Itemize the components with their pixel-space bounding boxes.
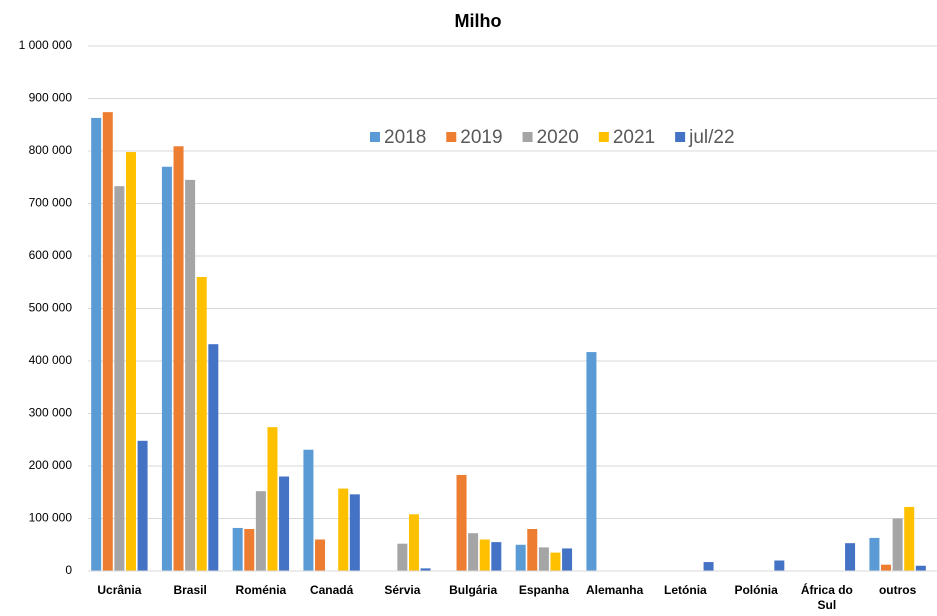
bar <box>892 518 903 571</box>
y-tick-label: 600 000 <box>29 248 73 262</box>
bar <box>845 543 856 571</box>
x-tick-label: Espanha <box>518 583 569 597</box>
bar <box>114 186 125 572</box>
legend-swatch <box>370 132 380 142</box>
y-tick-label: 400 000 <box>29 353 73 367</box>
legend-label: 2018 <box>384 127 426 148</box>
bar <box>232 527 243 571</box>
legend-label: jul/22 <box>688 127 734 148</box>
y-tick-label: 500 000 <box>29 301 73 315</box>
y-tick-label: 100 000 <box>29 511 73 525</box>
bar <box>881 564 892 571</box>
x-tick-label: Letónia <box>664 583 707 597</box>
bar <box>267 427 278 571</box>
bar <box>408 514 419 571</box>
bar <box>456 474 467 571</box>
bar <box>196 277 207 571</box>
y-tick-label: 1 000 000 <box>19 38 73 52</box>
legend-label: 2021 <box>613 127 655 148</box>
bar <box>173 146 184 571</box>
x-tick-label: Roménia <box>235 583 287 597</box>
bar <box>586 352 597 571</box>
x-tick-label: outros <box>878 583 917 597</box>
bar <box>491 542 502 571</box>
legend-swatch <box>675 132 686 142</box>
bar <box>255 491 266 571</box>
bar <box>527 529 538 571</box>
bar <box>208 344 219 571</box>
bar <box>703 562 714 571</box>
bar <box>315 539 326 571</box>
y-tick-label: 300 000 <box>29 406 73 420</box>
x-tick-label: Alemanha <box>585 583 644 597</box>
bar <box>515 544 526 571</box>
bar <box>420 568 431 571</box>
x-tick-label: Sérvia <box>384 583 421 597</box>
legend-label: 2020 <box>537 127 579 148</box>
y-tick-label: 800 000 <box>29 143 73 157</box>
bar <box>538 547 549 571</box>
bar <box>185 179 196 571</box>
legend-swatch <box>598 132 609 142</box>
bar <box>244 529 255 571</box>
y-tick-label: 200 000 <box>29 458 73 472</box>
bar <box>562 548 573 571</box>
x-tick-label: Brasil <box>173 583 207 597</box>
bar <box>479 539 490 571</box>
bar <box>397 543 408 571</box>
bar <box>468 533 479 571</box>
bar <box>869 537 880 571</box>
x-tick-label: África do Sul <box>800 583 853 612</box>
x-tick-label: Canadá <box>309 583 354 597</box>
bar <box>137 440 148 571</box>
bar <box>102 112 113 572</box>
bar <box>161 166 172 571</box>
bar <box>279 476 290 571</box>
bar <box>915 565 926 571</box>
y-tick-label: 0 <box>65 563 72 577</box>
bar <box>550 552 561 571</box>
legend-swatch <box>522 132 533 142</box>
legend-label: 2019 <box>460 127 502 148</box>
bar <box>91 117 102 572</box>
bar <box>904 506 915 571</box>
bar <box>125 152 136 572</box>
y-tick-label: 700 000 <box>29 196 73 210</box>
bar <box>303 449 314 571</box>
legend-swatch <box>446 132 457 142</box>
x-tick-label: Ucrânia <box>97 583 142 597</box>
bar <box>349 494 360 571</box>
bar <box>338 488 349 571</box>
x-tick-label: Polónia <box>734 583 778 597</box>
y-tick-label: 900 000 <box>29 91 73 105</box>
chart-title: Milho <box>455 11 502 31</box>
bar <box>774 560 785 571</box>
x-tick-label: Bulgária <box>449 583 498 597</box>
